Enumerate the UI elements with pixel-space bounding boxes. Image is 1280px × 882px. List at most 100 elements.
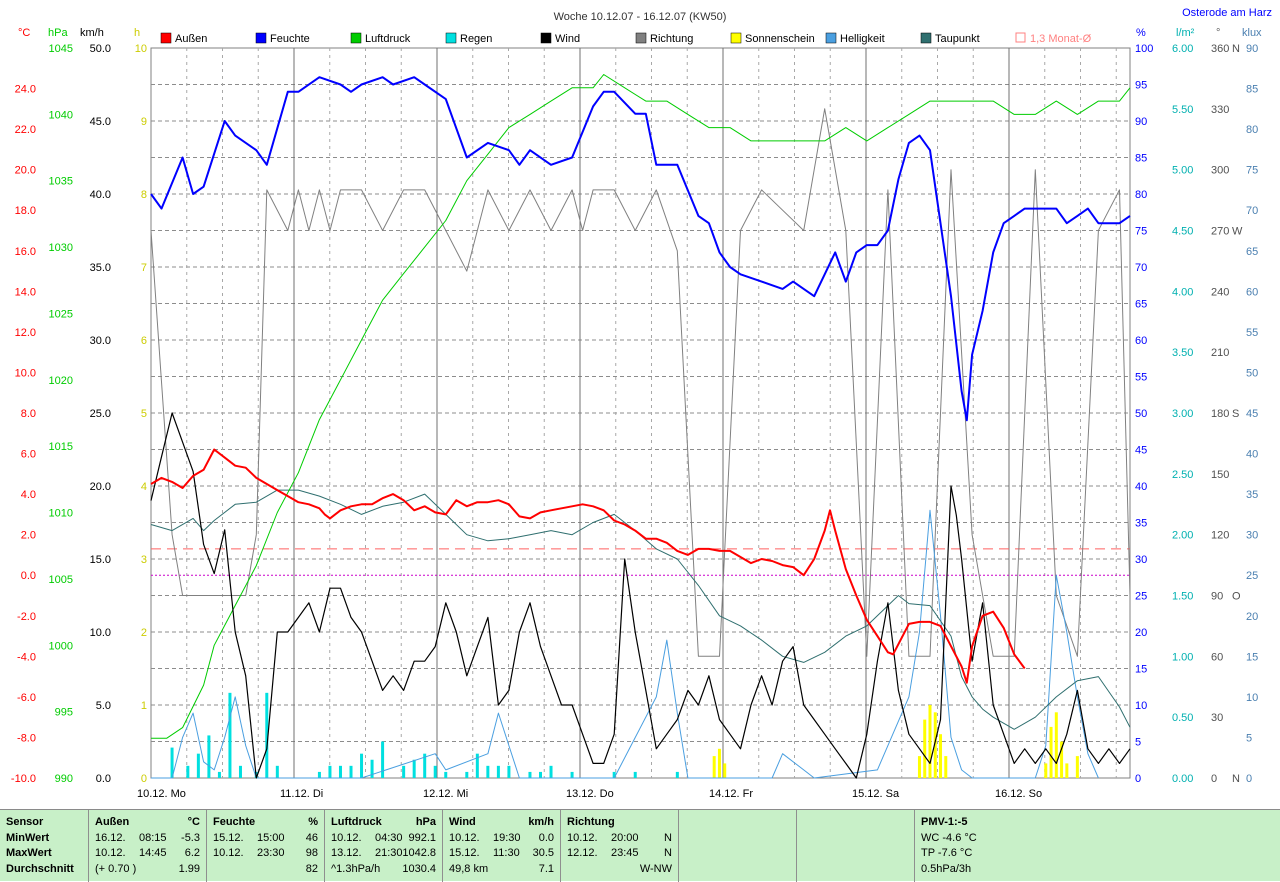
regen-bar	[338, 765, 342, 778]
legend-swatch-luftdruck	[350, 32, 362, 44]
footer-header: PMV-1:-5	[921, 816, 968, 828]
footer-col-richtung: Richtung 10.12. 20:00 N 12.12. 23:45 N W-NW	[560, 810, 678, 882]
axis-tick-light: 50	[1246, 367, 1258, 379]
regen-bar	[228, 692, 232, 778]
legend-label-monat: 1,3 Monat-Ø	[1030, 33, 1092, 45]
regen-bar	[186, 765, 190, 778]
footer-value: 46	[305, 831, 318, 844]
weather-chart: Woche 10.12.07 - 16.12.07 (KW50) Osterode…	[11, 7, 1272, 800]
regen-bar	[612, 771, 616, 778]
regen-bar	[360, 753, 364, 778]
sonnenschein-bar	[944, 756, 948, 778]
axis-tick-sun: 9	[141, 116, 147, 128]
footer-unit: km/h	[528, 816, 554, 828]
footer-value: -5.3	[181, 831, 200, 844]
axis-tick-sun: 7	[141, 262, 147, 274]
axis-tick-light: 80	[1246, 124, 1258, 136]
axis-tick-temp: -6.0	[17, 692, 36, 704]
axis-tick-temp: -2.0	[17, 611, 36, 623]
regen-bar	[207, 735, 211, 778]
footer-note: (+ 0.70 )	[95, 862, 137, 875]
footer-value: 1030.4	[402, 862, 436, 875]
footer-value: 1042.8	[402, 847, 436, 859]
statistics-footer: Sensor MinWert MaxWert Durchschnitt Auße…	[0, 809, 1280, 882]
axis-tick-light: 15	[1246, 651, 1258, 663]
axis-tick-light: 45	[1246, 408, 1258, 420]
footer-date: 10.12.	[213, 847, 244, 859]
axis-tick-temp: 8.0	[21, 408, 36, 420]
x-day-label: 15.12. Sa	[852, 788, 900, 800]
footer-time: 11:30	[493, 847, 520, 859]
regen-bar	[549, 765, 553, 778]
regen-bar	[328, 765, 332, 778]
footer-value: 0.5hPa/3h	[921, 862, 972, 875]
footer-value: 98	[305, 847, 318, 859]
axis-tick-light: 55	[1246, 327, 1258, 339]
axis-tick-temp: 20.0	[15, 165, 36, 177]
axis-tick-pressure: 1010	[49, 508, 73, 520]
series-wind	[150, 412, 1131, 779]
series-luftdruck	[151, 74, 1131, 739]
legend-swatch-richtung	[635, 32, 647, 44]
axis-tick-wind: 10.0	[90, 627, 111, 639]
axis-tick-temp: 18.0	[15, 205, 36, 217]
sonnenschein-bar	[1044, 763, 1048, 778]
footer-value: WC -4.6 °C	[921, 831, 977, 844]
axis-tick-temp: 22.0	[15, 124, 36, 136]
legend-label-luftdruck: Luftdruck	[365, 33, 411, 45]
footer-header: Richtung	[567, 816, 615, 828]
footer-time: 19:30	[493, 831, 521, 844]
footer-value: 0.0	[538, 831, 554, 844]
axis-tick-pressure: 1000	[49, 640, 73, 652]
axis-tick-direction: 0	[1211, 773, 1217, 785]
axis-tick-pressure: 1035	[49, 176, 73, 188]
axis-tick-humidity: 95	[1135, 80, 1147, 92]
footer-date: 10.12.	[449, 831, 480, 844]
axis-tick-humidity: 70	[1135, 262, 1147, 274]
footer-value: N	[664, 831, 672, 844]
axis-unit-rain: l/m²	[1176, 27, 1195, 39]
axis-tick-wind: 45.0	[90, 116, 111, 128]
legend-label-feuchte: Feuchte	[270, 33, 310, 45]
regen-bar	[675, 771, 679, 778]
axis-tick-humidity: 0	[1135, 773, 1141, 785]
axis-tick-pressure: 1025	[49, 308, 73, 320]
footer-date: 10.12.	[567, 831, 598, 844]
footer-unit: hPa	[415, 816, 436, 828]
axis-tick-light: 20	[1246, 611, 1258, 623]
regen-bar	[317, 771, 321, 778]
legend-swatch-wind	[540, 32, 552, 44]
series-feuchte	[150, 76, 1131, 422]
axis-tick-light: 90	[1246, 43, 1258, 55]
footer-unit: %	[308, 816, 318, 828]
sonnenschein-bar	[928, 705, 932, 778]
axis-tick-rain: 2.00	[1172, 530, 1193, 542]
axis-unit-sun: h	[134, 27, 140, 39]
axis-tick-humidity: 20	[1135, 627, 1147, 639]
x-day-label: 14.12. Fr	[709, 788, 753, 800]
axis-tick-humidity: 100	[1135, 43, 1153, 55]
axis-tick-light: 75	[1246, 165, 1258, 177]
sonnenschein-bar	[723, 763, 727, 778]
axis-tick-temp: 16.0	[15, 246, 36, 258]
regen-bar	[528, 771, 532, 778]
footer-value: TP -7.6 °C	[921, 847, 973, 859]
axis-compass-label: N	[1232, 43, 1240, 55]
footer-label: Durchschnitt	[6, 862, 74, 875]
axis-tick-humidity: 60	[1135, 335, 1147, 347]
axis-tick-temp: 2.0	[21, 530, 36, 542]
axis-tick-sun: 6	[141, 335, 147, 347]
axis-tick-temp: 24.0	[15, 84, 36, 96]
footer-col-empty-2	[796, 810, 914, 882]
legend-swatch-taupunkt	[920, 32, 932, 44]
axis-tick-sun: 2	[141, 627, 147, 639]
footer-header: Wind	[449, 816, 476, 828]
axis-compass-label: S	[1232, 408, 1239, 420]
footer-label: MinWert	[6, 831, 50, 844]
regen-bar	[370, 759, 374, 778]
axis-tick-temp: 12.0	[15, 327, 36, 339]
axis-tick-wind: 20.0	[90, 481, 111, 493]
axis-tick-rain: 3.50	[1172, 347, 1193, 359]
axis-tick-humidity: 30	[1135, 554, 1147, 566]
regen-bar	[349, 765, 353, 778]
